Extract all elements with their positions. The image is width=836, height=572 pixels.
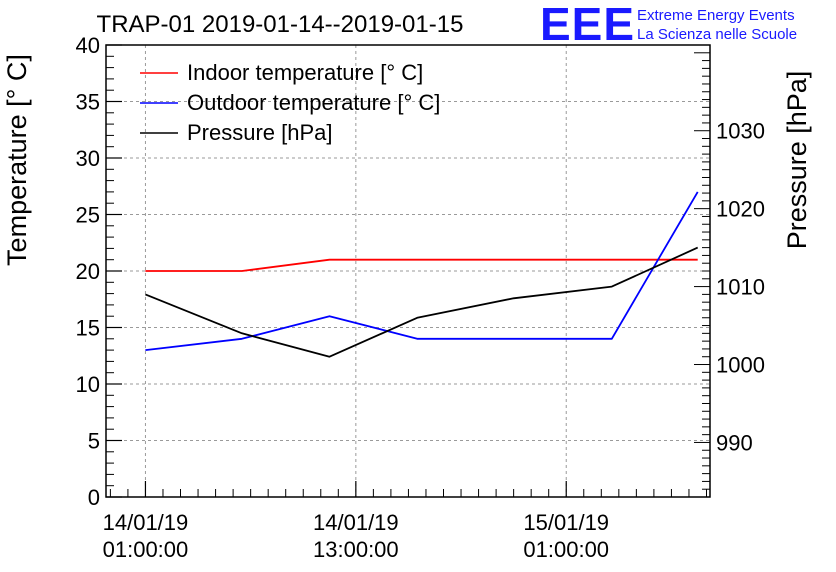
series-line-1: [145, 191, 699, 351]
axes: 0 5 10 15 20 25 30 35 40 990 1000 1010 1020 1030 14/01…: [76, 33, 765, 562]
y-right-tick-label: 990: [716, 430, 753, 455]
legend: Indoor temperature [° C] Outdoor tempera…: [140, 60, 440, 145]
legend-label-indoor: Indoor temperature [° C]: [187, 60, 423, 85]
x-tick-label-time: 01:00:00: [523, 537, 609, 562]
x-tick-label-date: 14/01/19: [103, 510, 189, 535]
y-tick-label: 0: [88, 485, 100, 510]
y-tick-label: 15: [76, 316, 100, 341]
series-layer: [145, 191, 699, 358]
x-tick-label-time: 13:00:00: [313, 537, 399, 562]
y-tick-label: 35: [76, 90, 100, 115]
y-axis-label: Temperature [° C]: [2, 54, 32, 266]
y-tick-label: 40: [76, 33, 100, 58]
y-tick-label: 30: [76, 146, 100, 171]
y-axis-label-right: Pressure [hPa]: [782, 71, 812, 250]
chart-title: TRAP-01 2019-01-14--2019-01-15: [97, 11, 464, 38]
y-right-tick-label: 1020: [716, 197, 765, 222]
eee-logo-line2: La Scienza nelle Scuole: [637, 26, 797, 43]
y-right-tick-label: 1010: [716, 275, 765, 300]
y-right-tick-label: 1030: [716, 119, 765, 144]
x-tick-label-time: 01:00:00: [103, 537, 189, 562]
y-tick-label: 5: [88, 429, 100, 454]
y-tick-label: 25: [76, 203, 100, 228]
y-tick-label: 10: [76, 372, 100, 397]
legend-label-outdoor: Outdoor temperature [° C]: [187, 90, 440, 115]
x-tick-label-date: 14/01/19: [313, 510, 399, 535]
grid-lines: [106, 45, 710, 497]
y-right-tick-label: 1000: [716, 353, 765, 378]
eee-logo-line1: Extreme Energy Events: [637, 7, 795, 24]
eee-logo-mark: EEE: [540, 0, 635, 50]
series-line-0: [145, 258, 698, 272]
y-tick-label: 20: [76, 259, 100, 284]
x-tick-label-date: 15/01/19: [523, 510, 609, 535]
series-line-2: [145, 246, 699, 358]
eee-logo: EEE Extreme Energy Events La Scienza nel…: [540, 0, 797, 50]
legend-label-pressure: Pressure [hPa]: [187, 120, 333, 145]
